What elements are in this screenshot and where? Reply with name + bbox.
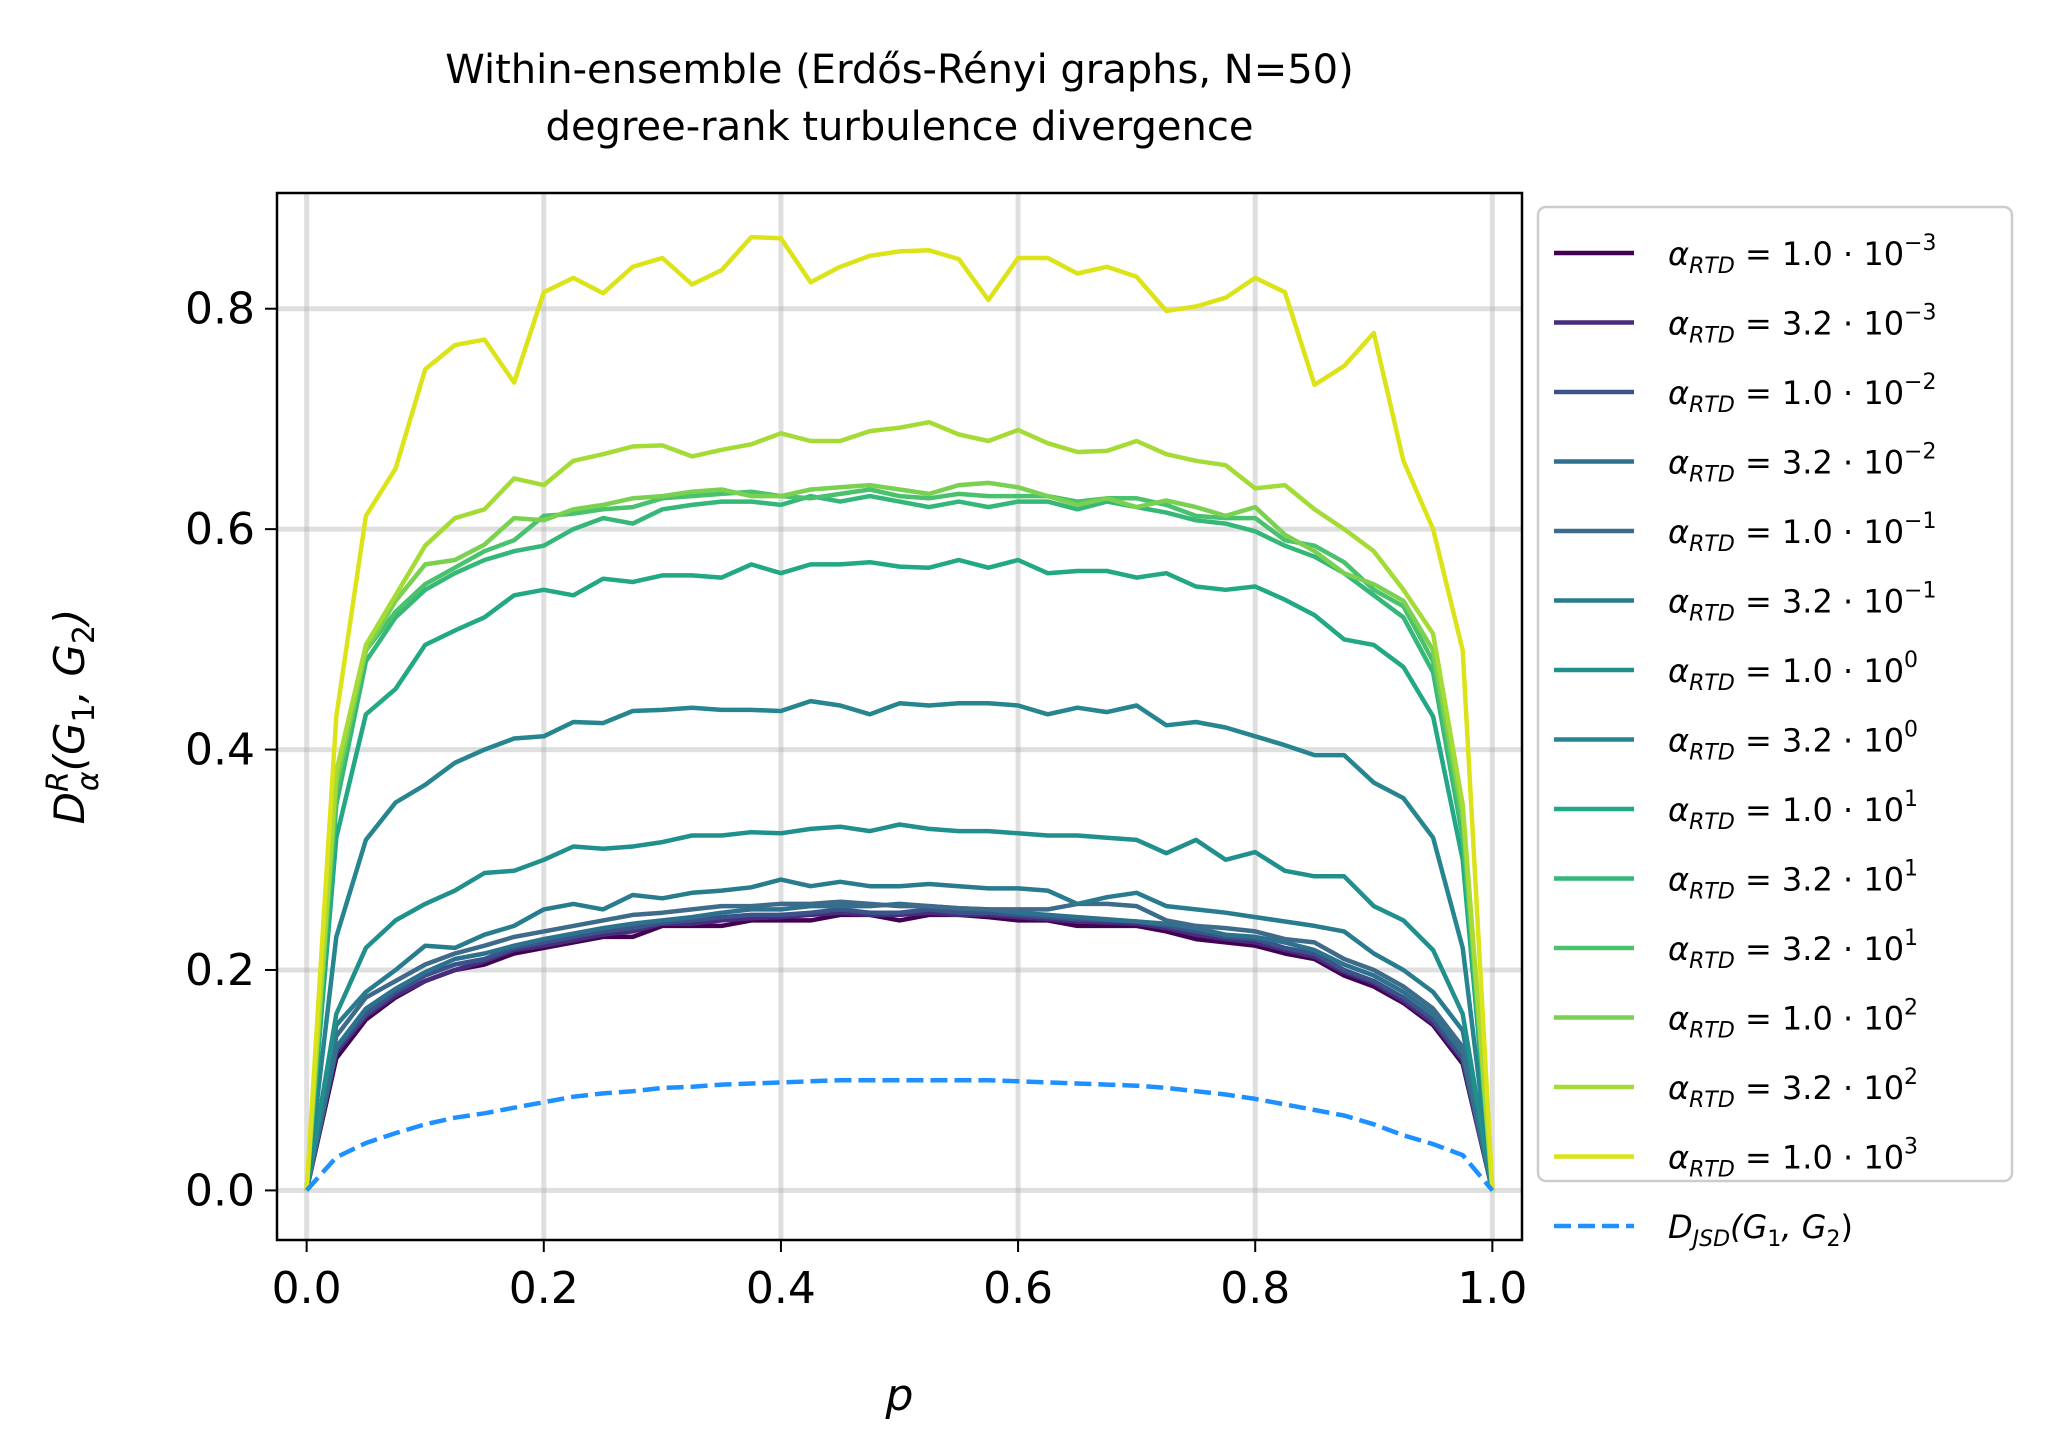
series-line [304,557,1495,1191]
legend-entry: αRTD = 1.0 · 102 [1668,996,1918,1044]
chart-title-line: degree-rank turbulence divergence [546,104,1254,150]
plot-frame [275,191,1524,1242]
series-line [304,493,1495,1191]
legend-entry: αRTD = 3.2 · 101 [1668,926,1918,974]
series-lines [304,234,1495,1192]
series-line [304,912,1495,1191]
legend-entry: αRTD = 1.0 · 10−1 [1668,509,1936,557]
legend-entry: αRTD = 3.2 · 101 [1668,857,1918,905]
legend: αRTD = 1.0 · 10−3 αRTD = 3.2 · 10−3 αRTD =… [1536,205,2014,1252]
x-axis-label-text: p [885,1370,914,1421]
series-line [304,480,1495,1191]
legend-entry: αRTD = 3.2 · 100 [1668,718,1918,766]
y-axis-label-text: DRα(G1, G2) [41,609,106,825]
y-tick-label: 0.6 [185,504,255,555]
chart-title-line: Within-ensemble (Erdős-Rényi graphs, N=5… [445,47,1353,93]
x-tick-label: 0.4 [746,1263,816,1314]
legend-entry: αRTD = 1.0 · 101 [1668,787,1918,835]
legend-entry: DJSD(G1, G2) [1668,1208,1853,1252]
series-line [304,877,1495,1191]
y-tick-label: 0.0 [185,1165,255,1216]
legend-entry: αRTD = 1.0 · 10−2 [1668,370,1936,418]
x-tick-label: 1.0 [1457,1263,1527,1314]
x-axis-label: p [885,1370,914,1421]
chart-title: Within-ensemble (Erdős-Rényi graphs, N=5… [445,47,1353,150]
legend-entry: αRTD = 3.2 · 102 [1668,1065,1918,1113]
x-tick-label: 0.0 [272,1263,342,1314]
y-tick-label: 0.8 [185,284,255,335]
grid [277,193,1522,1240]
legend-entry: αRTD = 1.0 · 10−3 [1668,231,1936,279]
y-axis-label: DRα(G1, G2) [41,609,106,825]
legend-box [1536,205,2014,1183]
legend-entry: αRTD = 3.2 · 10−2 [1668,440,1936,488]
x-axis-ticks: 0.0 0.2 0.4 0.6 0.8 1.0 [272,1240,1527,1314]
series-line [304,234,1495,1191]
series-line [304,899,1495,1191]
series-line [304,698,1495,1191]
legend-entry: αRTD = 3.2 · 10−1 [1668,579,1936,627]
series-line [304,907,1495,1191]
y-tick-label: 0.4 [185,725,255,776]
x-tick-label: 0.6 [983,1263,1053,1314]
series-line [304,822,1495,1191]
series-line [304,487,1495,1191]
y-tick-label: 0.2 [185,945,255,996]
legend-entry: αRTD = 1.0 · 100 [1668,648,1918,696]
series-line [304,419,1495,1191]
x-tick-label: 0.2 [509,1263,579,1314]
y-axis-ticks: 0.0 0.2 0.4 0.6 0.8 [185,284,277,1216]
legend-entry: αRTD = 1.0 · 103 [1668,1135,1918,1183]
jsd-line [304,1077,1495,1192]
legend-entry: αRTD = 3.2 · 10−3 [1668,301,1936,349]
x-tick-label: 0.8 [1220,1263,1290,1314]
